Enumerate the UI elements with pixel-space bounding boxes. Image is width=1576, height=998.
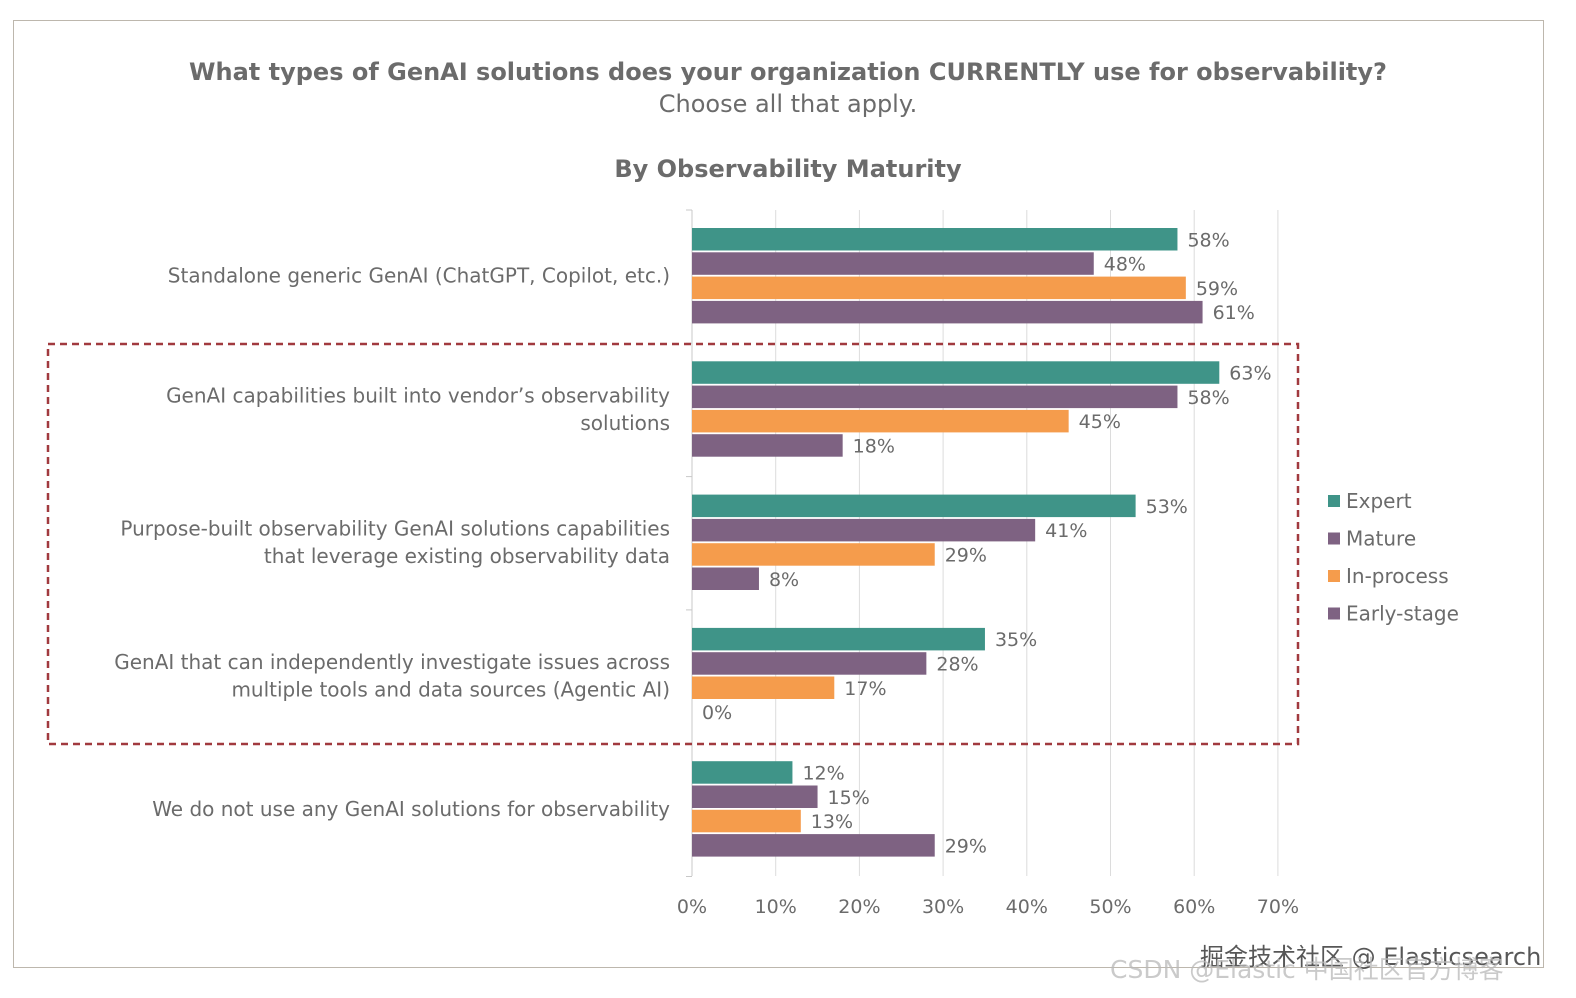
chart-title: What types of GenAI solutions does your … <box>189 58 1387 86</box>
category-label: Standalone generic GenAI (ChatGPT, Copil… <box>168 264 670 288</box>
legend-swatch-in-process <box>1328 570 1340 582</box>
highlight-box <box>46 342 1300 746</box>
data-label: 58% <box>1187 229 1229 251</box>
category-label: Purpose-built observability GenAI soluti… <box>120 517 670 541</box>
bar-in-process <box>692 276 1186 300</box>
x-tick-label: 30% <box>922 896 964 918</box>
data-label: 13% <box>811 811 853 833</box>
x-tick-label: 60% <box>1173 896 1215 918</box>
data-label: 58% <box>1187 387 1229 409</box>
data-label: 29% <box>945 835 987 857</box>
x-tick-label: 10% <box>755 896 797 918</box>
data-label: 41% <box>1045 520 1087 542</box>
data-label: 35% <box>995 629 1037 651</box>
bar-expert <box>692 494 1136 518</box>
category-label: multiple tools and data sources (Agentic… <box>231 677 670 701</box>
category-label: solutions <box>580 411 670 435</box>
data-label: 12% <box>802 762 844 784</box>
data-label: 48% <box>1104 254 1146 276</box>
legend-label: Mature <box>1346 527 1416 551</box>
bar-early-stage <box>692 300 1203 324</box>
x-tick-label: 70% <box>1257 896 1299 918</box>
chart-section-title: By Observability Maturity <box>614 155 962 183</box>
bar-mature <box>692 518 1036 542</box>
data-label: 0% <box>702 702 732 724</box>
data-label: 53% <box>1146 496 1188 518</box>
data-label: 61% <box>1213 302 1255 324</box>
bar-in-process <box>692 809 801 833</box>
legend-swatch-mature <box>1328 532 1340 545</box>
watermark-csdn: CSDN @Elastic 中国社区官方博客 <box>1110 955 1504 984</box>
legend-swatch-expert <box>1328 495 1340 507</box>
bar-early-stage <box>692 567 759 590</box>
category-label: that leverage existing observability dat… <box>264 544 670 568</box>
x-tick-label: 20% <box>838 896 880 918</box>
data-label: 17% <box>844 678 886 700</box>
bar-early-stage <box>692 434 843 457</box>
chart-subtitle: Choose all that apply. <box>658 90 918 118</box>
data-label: 18% <box>853 435 895 457</box>
bar-mature <box>692 385 1178 409</box>
legend-swatch-early-stage <box>1328 607 1340 620</box>
bar-expert <box>692 228 1178 251</box>
bar-mature <box>692 652 927 675</box>
category-label: GenAI that can independently investigate… <box>114 650 670 674</box>
data-label: 63% <box>1229 363 1271 385</box>
legend-label: Expert <box>1346 489 1412 513</box>
x-tick-label: 50% <box>1089 896 1131 918</box>
legend-label: Early-stage <box>1346 602 1459 626</box>
legend-label: In-process <box>1346 564 1449 588</box>
x-tick-label: 40% <box>1006 896 1048 918</box>
bar-in-process <box>692 543 935 566</box>
x-tick-label: 0% <box>677 896 707 918</box>
bar-early-stage <box>692 834 935 857</box>
watermark-juejin: 掘金技术社区 @ Elasticsearch <box>1200 943 1542 971</box>
data-label: 8% <box>769 569 799 591</box>
bar-in-process <box>692 409 1069 433</box>
bar-expert <box>692 361 1220 384</box>
bar-expert <box>692 627 985 651</box>
bar-in-process <box>692 676 835 699</box>
data-label: 28% <box>936 653 978 675</box>
category-label: GenAI capabilities built into vendor’s o… <box>166 383 670 407</box>
data-label: 29% <box>945 544 987 566</box>
bar-mature <box>692 785 818 808</box>
bar-mature <box>692 252 1094 275</box>
bar-expert <box>692 761 793 784</box>
data-label: 59% <box>1196 278 1238 300</box>
data-label: 15% <box>828 787 870 809</box>
data-label: 45% <box>1079 411 1121 433</box>
category-label: We do not use any GenAI solutions for ob… <box>152 797 670 821</box>
